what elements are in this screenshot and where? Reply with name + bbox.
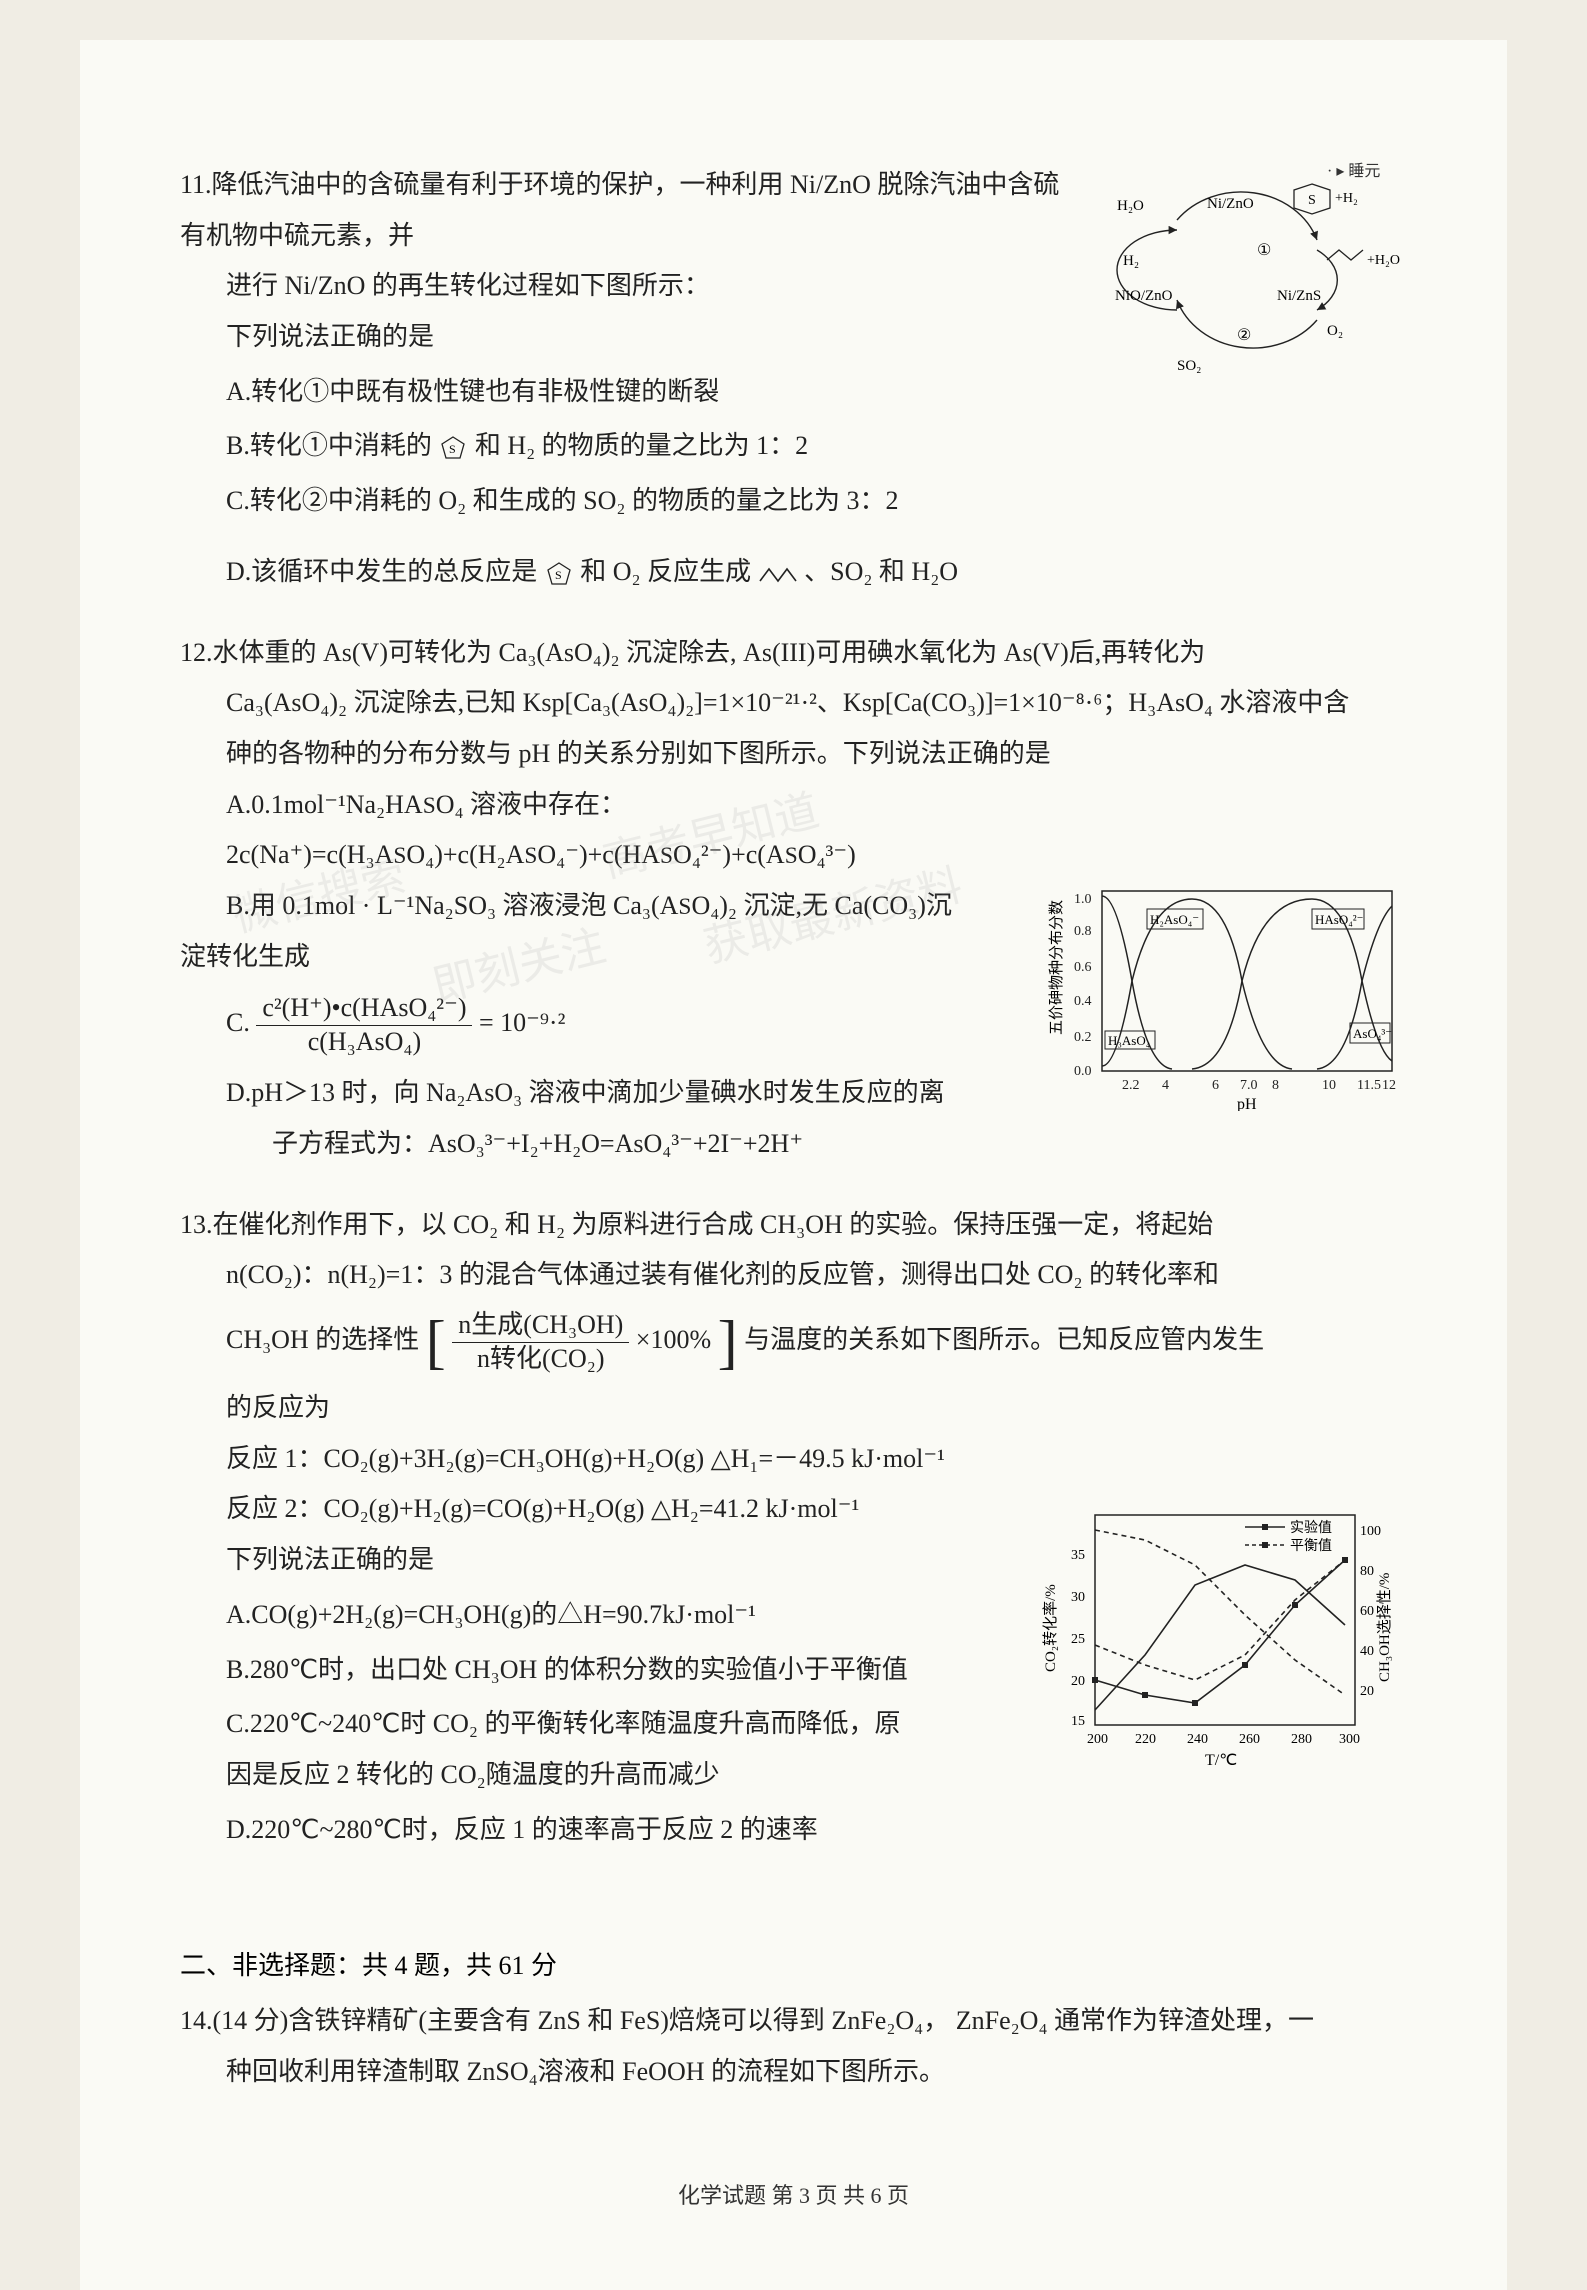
svg-text:25: 25 [1071, 1632, 1085, 1647]
q13-stem-3: CH₃OH 的选择性 [ n生成(CH₃OH)n转化(CO₂) ×100% ] … [180, 1309, 1407, 1375]
thiophene-icon: S [438, 434, 468, 462]
svg-text:6: 6 [1212, 1078, 1219, 1093]
svg-text:80: 80 [1360, 1564, 1374, 1579]
svg-text:H₃AsO₄: H₃AsO₄ [1108, 1033, 1151, 1048]
svg-text:①: ① [1257, 242, 1271, 259]
question-12: 12.水体重的 As(V)可转化为 Ca₃(AsO₄)₂ 沉淀除去, As(II… [180, 628, 1407, 1170]
svg-text:200: 200 [1087, 1732, 1108, 1747]
q11-b-text-1: B.转化①中消耗的 [226, 431, 432, 460]
svg-text:0.2: 0.2 [1074, 1030, 1092, 1045]
q13-option-d: D.220℃~280℃时，反应 1 的速率高于反应 2 的速率 [180, 1805, 1407, 1856]
cycle-arrows [1117, 192, 1337, 348]
svg-text:SO₂: SO₂ [1177, 358, 1201, 374]
svg-text:H₂: H₂ [1123, 253, 1139, 269]
q13-reaction-1: 反应 1：CO₂(g)+3H₂(g)=CH₃OH(g)+H₂O(g) △H₁=－… [180, 1434, 1407, 1485]
svg-text:20: 20 [1360, 1684, 1374, 1699]
svg-text:12: 12 [1382, 1078, 1396, 1093]
q12-stem-3: 砷的各物种的分布分数与 pH 的关系分别如下图所示。下列说法正确的是 [180, 729, 1407, 780]
svg-text:35: 35 [1071, 1548, 1085, 1563]
svg-text:H₂O: H₂O [1117, 198, 1144, 214]
q11-d-text-1: D.该循环中发生的总反应是 [226, 557, 537, 586]
q13-stem-4: 的反应为 [180, 1383, 1407, 1434]
svg-text:0.6: 0.6 [1074, 960, 1092, 975]
svg-text:S: S [449, 442, 456, 456]
svg-text:11.5: 11.5 [1357, 1078, 1381, 1093]
svg-text:CO₂转化率/%: CO₂转化率/% [1042, 1584, 1059, 1672]
svg-text:30: 30 [1071, 1590, 1085, 1605]
svg-text:0.0: 0.0 [1074, 1064, 1092, 1079]
svg-text:CH₃OH选择性/%: CH₃OH选择性/% [1376, 1573, 1393, 1682]
svg-text:H₂AsO₄⁻: H₂AsO₄⁻ [1150, 912, 1199, 927]
svg-text:300: 300 [1339, 1732, 1360, 1747]
svg-text:pH: pH [1237, 1096, 1257, 1111]
q12-option-a-line-1: A.0.1mol⁻¹Na₂HASO₄ 溶液中存在： [180, 780, 1407, 831]
svg-text:S: S [555, 568, 562, 582]
svg-text:60: 60 [1360, 1604, 1374, 1619]
svg-text:+H₂O: +H₂O [1367, 253, 1400, 268]
molecule-open-right: +H₂O [1327, 250, 1400, 268]
svg-text:10: 10 [1322, 1078, 1336, 1093]
svg-text:AsO₄³⁻: AsO₄³⁻ [1353, 1026, 1392, 1041]
svg-text:20: 20 [1071, 1674, 1085, 1689]
svg-text:8: 8 [1272, 1078, 1279, 1093]
q13-chart: 15 20 25 30 35 20 40 60 80 100 200 220 240 260 28… [1037, 1495, 1407, 1775]
svg-text:五价砷物种分布分数: 五价砷物种分布分数 [1048, 900, 1065, 1035]
svg-text:NiO/ZnO: NiO/ZnO [1115, 288, 1173, 304]
alkene-icon [758, 563, 798, 585]
svg-text:Ni/ZnO: Ni/ZnO [1207, 196, 1254, 212]
section-2-title: 二、非选择题：共 4 题，共 61 分 [180, 1945, 1407, 1982]
question-14: 14.(14 分)含铁锌精矿(主要含有 ZnS 和 FeS)焙烧可以得到 ZnF… [180, 1996, 1407, 2097]
svg-text:260: 260 [1239, 1732, 1260, 1747]
svg-text:15: 15 [1071, 1714, 1085, 1729]
thiophene-icon-2: S [544, 560, 574, 588]
diagram-corner-text: · ▸ 睡元 [1327, 162, 1380, 180]
svg-text:0.8: 0.8 [1074, 924, 1092, 939]
q14-line-1: 14.(14 分)含铁锌精矿(主要含有 ZnS 和 FeS)焙烧可以得到 ZnF… [180, 1996, 1407, 2047]
q12-option-a-line-2: 2c(Na⁺)=c(H₃ASO₄)+c(H₂ASO₄⁻)+c(HASO₄²⁻)+… [180, 830, 1407, 881]
q11-option-d: D.该循环中发生的总反应是 S 和 O₂ 反应生成 、SO₂ 和 H₂O [180, 547, 1407, 598]
q11-b-text-2: 和 H₂ 的物质的量之比为 1：2 [475, 431, 808, 460]
q11-option-b: B.转化①中消耗的 S 和 H₂ 的物质的量之比为 1：2 [180, 421, 1407, 472]
q13-stem-2: n(CO₂)：n(H₂)=1：3 的混合气体通过装有催化剂的反应管，测得出口处 … [180, 1250, 1407, 1301]
question-13: 13.在催化剂作用下，以 CO₂ 和 H₂ 为原料进行合成 CH₃OH 的实验。… [180, 1200, 1407, 1856]
svg-text:40: 40 [1360, 1644, 1374, 1659]
svg-text:220: 220 [1135, 1732, 1156, 1747]
svg-text:平衡值: 平衡值 [1290, 1538, 1332, 1554]
q12-stem-1: 12.水体重的 As(V)可转化为 Ca₃(AsO₄)₂ 沉淀除去, As(II… [180, 628, 1407, 679]
svg-text:T/℃: T/℃ [1205, 1752, 1237, 1769]
q12-stem-2: Ca₃(AsO₄)₂ 沉淀除去,已知 Ksp[Ca₃(AsO₄)₂]=1×10⁻… [180, 678, 1407, 729]
svg-text:HAsO₄²⁻: HAsO₄²⁻ [1315, 912, 1364, 927]
svg-text:O₂: O₂ [1327, 323, 1343, 339]
page-container: · ▸ 睡元 S +H₂ +H₂O [80, 40, 1507, 2290]
svg-text:0.4: 0.4 [1074, 994, 1092, 1009]
q14-line-2: 种回收利用锌渣制取 ZnSO₄溶液和 FeOOH 的流程如下图所示。 [180, 2047, 1407, 2098]
svg-text:2.2: 2.2 [1122, 1078, 1140, 1093]
svg-text:1.0: 1.0 [1074, 892, 1092, 907]
svg-text:240: 240 [1187, 1732, 1208, 1747]
q11-d-text-3: 、SO₂ 和 H₂O [804, 557, 958, 586]
q11-option-c: C.转化②中消耗的 O₂ 和生成的 SO₂ 的物质的量之比为 3：2 [180, 476, 1407, 527]
svg-text:+H₂: +H₂ [1335, 191, 1358, 206]
q13-stem-1: 13.在催化剂作用下，以 CO₂ 和 H₂ 为原料进行合成 CH₃OH 的实验。… [180, 1200, 1407, 1251]
question-11: · ▸ 睡元 S +H₂ +H₂O [180, 160, 1407, 598]
svg-text:②: ② [1237, 327, 1251, 344]
svg-text:100: 100 [1360, 1524, 1381, 1539]
molecule-thiophene-top: S +H₂ [1294, 184, 1358, 214]
svg-text:7.0: 7.0 [1240, 1078, 1258, 1093]
q11-cycle-diagram: · ▸ 睡元 S +H₂ +H₂O [1087, 160, 1407, 390]
svg-text:S: S [1308, 193, 1316, 208]
svg-text:实验值: 实验值 [1290, 1520, 1332, 1536]
svg-text:Ni/ZnS: Ni/ZnS [1277, 288, 1321, 304]
svg-text:4: 4 [1162, 1078, 1169, 1093]
svg-text:280: 280 [1291, 1732, 1312, 1747]
q12-distribution-chart: 0.00.20.4 0.60.81.0 2.246 7.0810 11.512 … [1047, 881, 1407, 1111]
page-footer: 化学试题 第 3 页 共 6 页 [180, 2178, 1407, 2210]
q11-d-text-2: 和 O₂ 反应生成 [580, 557, 751, 586]
q12-option-d-line-2: 子方程式为：AsO₃³⁻+I₂+H₂O=AsO₄³⁻+2I⁻+2H⁺ [180, 1119, 1407, 1170]
